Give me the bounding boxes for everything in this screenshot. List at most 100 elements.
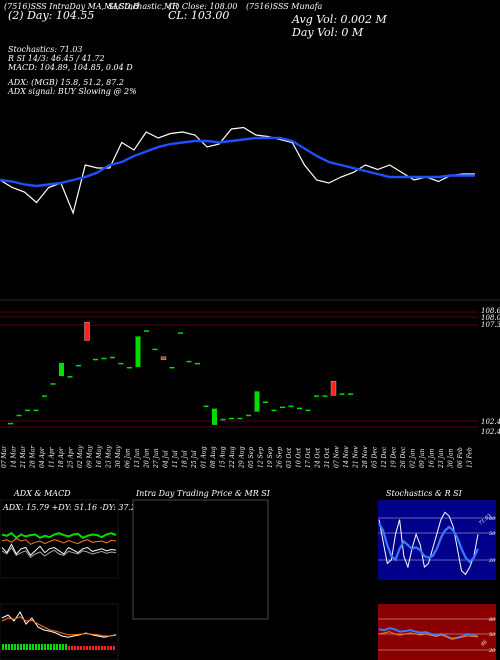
macd-bar (35, 644, 37, 650)
date-label: 01 Aug (201, 446, 208, 468)
macd-bar (26, 644, 28, 650)
date-label: 16 Jan (429, 448, 436, 468)
date-label: 26 Dec (400, 446, 407, 469)
candle (348, 393, 353, 395)
price-line (0, 126, 475, 215)
adx-panel (0, 499, 119, 579)
rsi-level-50: 50 (489, 632, 496, 638)
candle (263, 401, 268, 404)
stoch-title: Stochastics & R SI (386, 489, 463, 498)
candle (271, 409, 277, 412)
stoch-d (378, 522, 479, 564)
macd-bar (23, 644, 25, 650)
candle (314, 395, 319, 397)
date-label: 05 Sep (248, 447, 255, 468)
candle (93, 358, 98, 361)
date-label: 08 Aug (210, 446, 217, 468)
date-label: 30 May (115, 445, 122, 468)
date-label: 16 May (96, 445, 103, 468)
macd-bar (38, 644, 40, 650)
rsi-level-80: 80 (489, 617, 496, 623)
header-close: CL: 103.00 (168, 9, 230, 22)
date-label: 15 Aug (220, 446, 227, 468)
candle (101, 357, 107, 360)
date-label: 22 Aug (229, 446, 236, 469)
ma-line (0, 136, 475, 188)
adx-macd-title: ADX & MACD (13, 489, 71, 498)
candle (186, 360, 192, 363)
macd-bar (5, 644, 7, 650)
date-label: 14 Mar (11, 445, 18, 468)
macd-bar (44, 644, 46, 650)
macd-signal (1, 616, 117, 637)
candle (42, 395, 47, 397)
adx-line (1, 546, 117, 558)
candle (25, 409, 30, 412)
header-day-vol: Day Vol: 0 M (292, 26, 364, 39)
date-label: 21 Nov (353, 446, 360, 469)
stoch-readout: Stochastics: 71.03 (8, 45, 83, 54)
macd-bar (71, 646, 73, 650)
date-label: 17 Oct (305, 447, 312, 468)
adx-lines (1, 531, 117, 558)
macd-bar (86, 646, 88, 650)
date-label: 11 Jul (172, 450, 179, 468)
adx-readout: ADX: (MGB) 15.8, 51.2, 87.2 (8, 78, 124, 87)
date-axis: 07 Mar 14 Mar 21 Mar 28 Mar 04 Apr 11 Apr 18 A… (1, 445, 474, 469)
macd-bar (113, 646, 115, 650)
macd-bar (89, 646, 91, 650)
candle (212, 408, 217, 425)
macd-bar (53, 644, 55, 650)
macd-bar (29, 644, 31, 650)
date-label: 26 Sep (277, 447, 284, 469)
candle (280, 406, 285, 409)
date-label: 23 May (106, 445, 113, 469)
adx-line (1, 537, 117, 545)
date-label: 06 Jun (125, 448, 132, 468)
date-label: 31 Oct (324, 447, 331, 468)
price-line-chart (0, 126, 475, 215)
date-label: 19 Dec (391, 446, 398, 468)
macd-bar (62, 644, 64, 650)
candle (195, 362, 200, 365)
price-level-5: 102.45 (481, 428, 500, 436)
macd-bar (74, 646, 76, 650)
candle (8, 422, 13, 425)
stoch-level-80: 80 (489, 516, 496, 522)
macd-bar (107, 646, 109, 650)
price-level-3: 107.37 (481, 321, 500, 329)
candle (33, 409, 39, 412)
date-label: 27 Jun (153, 448, 160, 469)
candle (288, 405, 294, 408)
date-label: 19 Sep (267, 447, 274, 468)
date-label: 05 Dec (372, 446, 379, 468)
macd-bar (50, 644, 52, 650)
date-label: 24 Oct (315, 447, 322, 469)
candle (152, 348, 158, 351)
macd-bar (17, 644, 19, 650)
macd-bar (65, 644, 67, 650)
date-label: 30 Jan (448, 448, 455, 468)
macd-bar (11, 644, 13, 650)
candle (118, 362, 124, 365)
macd-bar (95, 646, 97, 650)
rsi-signal (378, 631, 479, 640)
candle (322, 395, 328, 397)
macd-bar (41, 644, 43, 650)
date-label: 07 Mar (1, 445, 8, 468)
rsi-readout: R SI 14/3: 46.45 / 41.72 (8, 54, 105, 63)
macd-bar (77, 646, 79, 650)
header-avg-vol: Avg Vol: 0.002 M (292, 13, 387, 26)
macd-bar (104, 646, 106, 650)
candle (84, 322, 90, 341)
macd-bar (56, 644, 58, 650)
adx-values: ADX: 15.79 +DY: 51.16 -DY: 37.21 (2, 503, 141, 512)
candle (237, 417, 243, 420)
candle (127, 366, 132, 369)
date-label: 07 Nov (334, 446, 341, 468)
date-label: 25 Apr (68, 446, 75, 469)
macd-line (1, 611, 117, 638)
header-title-d: (7516)SSS Munafa (246, 2, 323, 11)
candle (16, 414, 22, 417)
